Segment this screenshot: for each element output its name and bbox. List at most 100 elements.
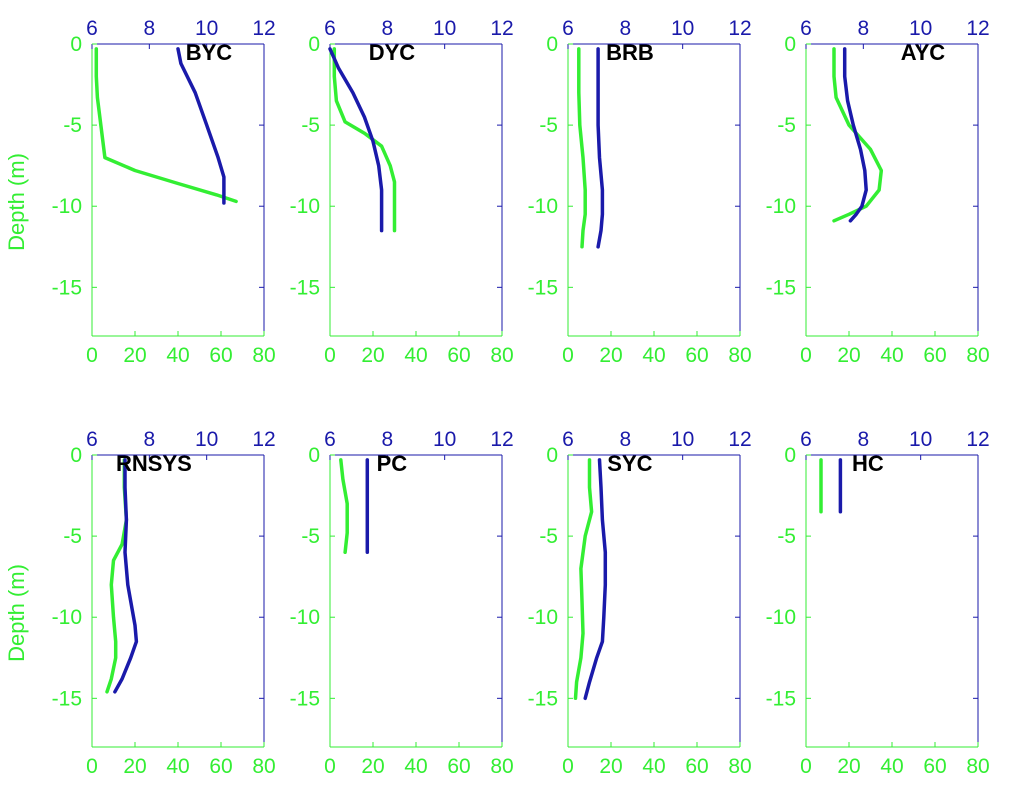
top-tick-label: 10 [671, 428, 694, 451]
bottom-tick-label: 0 [86, 755, 98, 778]
bottom-tick-label: 80 [252, 344, 275, 367]
bottom-tick-label: 60 [447, 755, 470, 778]
top-tick-label: 10 [433, 17, 456, 40]
top-tick-label: 12 [966, 428, 989, 451]
bottom-tick-label: 0 [324, 755, 336, 778]
panel-brb: 0 20 40 60 80 6 8 10 12 0 -5 -10 -15 BRB [528, 17, 752, 367]
panel-title: BRB [606, 40, 654, 65]
green-profile-line [577, 47, 587, 249]
y-tick-label: 0 [70, 33, 82, 56]
top-tick-label: 8 [857, 17, 869, 40]
top-tick-label: 8 [619, 428, 631, 451]
bottom-tick-label: 80 [490, 755, 513, 778]
bottom-tick-label: 20 [599, 344, 622, 367]
bottom-tick-label: 20 [837, 344, 860, 367]
bottom-tick-label: 20 [837, 755, 860, 778]
y-tick-label: -15 [528, 687, 558, 710]
bottom-tick-label: 20 [123, 344, 146, 367]
y-tick-label: -5 [539, 525, 558, 548]
bottom-tick-label: 80 [490, 344, 513, 367]
panel-dyc: 0 20 40 60 80 6 8 10 12 0 -5 -10 -15 DYC [290, 17, 514, 367]
blue-profile-line [176, 47, 226, 205]
top-tick-label: 8 [619, 17, 631, 40]
y-tick-label: -5 [301, 525, 320, 548]
top-tick-label: 6 [562, 17, 574, 40]
y-tick-label: -15 [290, 276, 320, 299]
bottom-tick-label: 20 [123, 755, 146, 778]
blue-profile-line [113, 458, 139, 694]
bottom-tick-label: 0 [562, 344, 574, 367]
top-tick-label: 6 [86, 17, 98, 40]
bottom-tick-label: 20 [599, 755, 622, 778]
y-tick-label: -5 [63, 114, 82, 137]
bottom-tick-label: 80 [728, 755, 751, 778]
panel-syc: 0 20 40 60 80 6 8 10 12 0 -5 -10 -15 SYC [528, 428, 752, 778]
panel-title: DYC [369, 40, 416, 65]
green-profile-line [339, 458, 349, 555]
y-tick-label: -10 [766, 606, 796, 629]
bottom-tick-label: 40 [642, 755, 665, 778]
green-profile-line [105, 458, 129, 694]
y-tick-label: 0 [784, 444, 796, 467]
bottom-tick-label: 60 [685, 755, 708, 778]
top-tick-label: 6 [800, 17, 812, 40]
top-tick-label: 6 [86, 428, 98, 451]
bottom-tick-label: 40 [404, 344, 427, 367]
bottom-tick-label: 0 [800, 755, 812, 778]
y-tick-label: -10 [52, 195, 82, 218]
y-tick-label: 0 [308, 444, 320, 467]
top-tick-label: 12 [490, 428, 513, 451]
top-tick-label: 10 [195, 428, 218, 451]
y-tick-label: -15 [766, 276, 796, 299]
top-tick-label: 12 [252, 428, 275, 451]
top-tick-label: 6 [324, 428, 336, 451]
panel-hc: 0 20 40 60 80 6 8 10 12 0 -5 -10 -15 HC [766, 428, 990, 778]
y-tick-label: -10 [766, 195, 796, 218]
top-tick-label: 10 [195, 17, 218, 40]
top-tick-label: 12 [728, 428, 751, 451]
bottom-tick-label: 40 [642, 344, 665, 367]
bottom-tick-label: 0 [800, 344, 812, 367]
y-tick-label: -10 [290, 606, 320, 629]
top-tick-label: 12 [966, 17, 989, 40]
bottom-tick-label: 80 [728, 344, 751, 367]
bottom-tick-label: 0 [86, 344, 98, 367]
panel-title: AYC [901, 40, 946, 65]
blue-profile-line [583, 458, 608, 701]
bottom-tick-label: 60 [209, 344, 232, 367]
top-tick-label: 8 [857, 428, 869, 451]
panel-title: PC [377, 451, 408, 476]
y-tick-label: 0 [784, 33, 796, 56]
y-tick-label: -5 [63, 525, 82, 548]
bottom-tick-label: 0 [562, 755, 574, 778]
panel-byc: 0 20 40 60 80 6 8 10 12 0 -5 -10 -15 BYC Depth (m) [4, 17, 276, 367]
bottom-tick-label: 80 [966, 755, 989, 778]
panel-title: SYC [607, 451, 652, 476]
y-tick-label: -10 [528, 195, 558, 218]
bottom-tick-label: 60 [923, 755, 946, 778]
top-tick-label: 6 [800, 428, 812, 451]
panel-rnsys: 0 20 40 60 80 6 8 10 12 0 -5 -10 -15 RNSYS Depth (m) [4, 428, 276, 778]
y-axis-label: Depth (m) [4, 564, 29, 662]
y-tick-label: -15 [290, 687, 320, 710]
bottom-tick-label: 60 [685, 344, 708, 367]
y-tick-label: -15 [52, 687, 82, 710]
green-profile-line [573, 458, 594, 701]
top-tick-label: 8 [143, 428, 155, 451]
y-axis-label: Depth (m) [4, 153, 29, 251]
bottom-tick-label: 40 [880, 344, 903, 367]
bottom-tick-label: 40 [166, 755, 189, 778]
panel-title: HC [852, 451, 884, 476]
bottom-tick-label: 20 [361, 755, 384, 778]
top-tick-label: 6 [324, 17, 336, 40]
y-tick-label: 0 [546, 444, 558, 467]
bottom-tick-label: 40 [880, 755, 903, 778]
panel-pc: 0 20 40 60 80 6 8 10 12 0 -5 -10 -15 PC [290, 428, 514, 778]
top-tick-label: 10 [433, 428, 456, 451]
y-tick-label: 0 [308, 33, 320, 56]
top-tick-label: 8 [381, 17, 393, 40]
bottom-tick-label: 0 [324, 344, 336, 367]
y-tick-label: -5 [777, 114, 796, 137]
top-tick-label: 12 [728, 17, 751, 40]
